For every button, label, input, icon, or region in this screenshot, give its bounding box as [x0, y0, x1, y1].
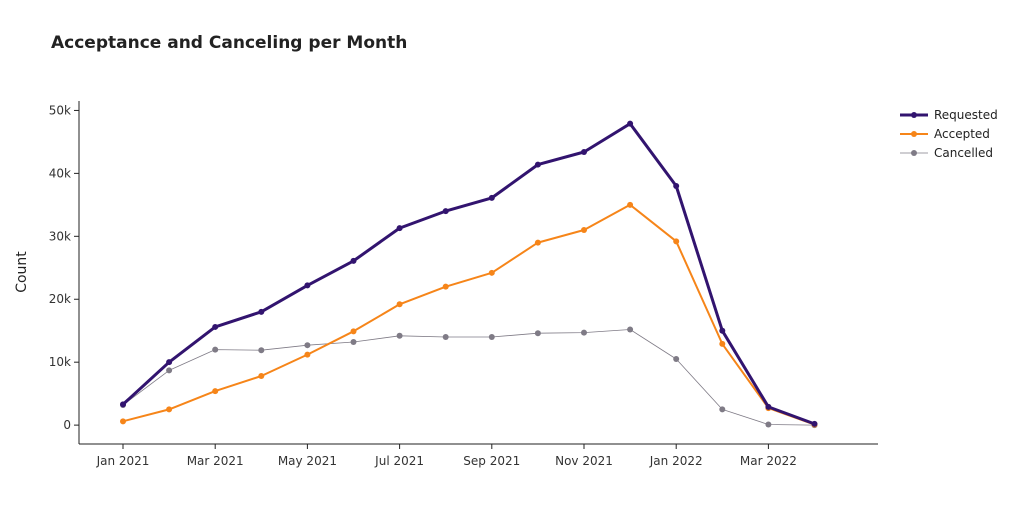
data-point: [442, 208, 449, 215]
x-tick-label: Nov 2021: [555, 454, 613, 468]
data-point: [396, 301, 403, 308]
y-axis-title: Count: [14, 251, 30, 293]
axes: [78, 101, 878, 445]
data-point: [304, 351, 311, 358]
data-point: [396, 332, 403, 339]
series-line: [122, 203, 815, 426]
y-tick-label: 40k: [49, 166, 71, 180]
legend-label: Requested: [934, 108, 998, 122]
data-point: [627, 201, 634, 208]
data-point: [166, 406, 173, 413]
series-layer: [120, 120, 818, 429]
x-tick-label: Sep 2021: [463, 454, 520, 468]
data-point: [304, 342, 311, 349]
x-tick-label: Jan 2021: [96, 454, 150, 468]
data-point: [488, 334, 495, 341]
series-cancelled: [120, 326, 818, 429]
data-point: [120, 418, 126, 425]
data-point: [627, 326, 634, 333]
data-point: [673, 356, 680, 363]
x-tick-label: May 2021: [278, 454, 337, 468]
data-point: [581, 227, 587, 234]
data-point: [212, 388, 219, 395]
series-line: [122, 329, 815, 426]
series-accepted: [120, 201, 818, 428]
y-ticks: 0 10k 20k 30k 40k 50k: [49, 103, 79, 432]
data-point: [350, 257, 357, 264]
data-point: [488, 194, 495, 201]
series-requested: [120, 120, 818, 427]
data-point: [396, 225, 403, 232]
legend-marker: [911, 131, 917, 137]
data-point: [258, 373, 265, 380]
data-point: [534, 239, 541, 246]
legend-marker: [911, 112, 917, 118]
x-tick-label: Mar 2022: [740, 454, 797, 468]
legend-label: Accepted: [934, 127, 990, 141]
data-point: [304, 282, 311, 289]
data-point: [442, 334, 449, 341]
data-point: [212, 346, 219, 353]
x-tick-label: Jul 2021: [374, 454, 424, 468]
data-point: [719, 406, 726, 413]
data-point: [719, 327, 726, 334]
data-point: [350, 328, 357, 335]
x-tick-label: Jan 2022: [649, 454, 703, 468]
legend-item-cancelled: Cancelled: [900, 146, 993, 160]
data-point: [212, 323, 219, 330]
data-point: [719, 340, 726, 347]
legend-item-requested: Requested: [900, 108, 998, 122]
data-point: [627, 120, 634, 127]
data-point: [673, 238, 680, 245]
y-tick-label: 50k: [49, 103, 71, 117]
data-point: [442, 283, 449, 290]
legend-marker: [911, 150, 917, 156]
data-point: [166, 359, 173, 366]
legend-label: Cancelled: [934, 146, 993, 160]
data-point: [166, 367, 173, 374]
y-tick-label: 0: [63, 418, 71, 432]
x-ticks: Jan 2021 Mar 2021 May 2021 Jul 2021 Sep 2021…: [96, 444, 797, 468]
data-point: [811, 420, 818, 427]
data-point: [581, 148, 587, 155]
data-point: [765, 421, 772, 428]
data-point: [350, 339, 357, 346]
chart-title: Acceptance and Canceling per Month: [51, 33, 408, 53]
series-line: [121, 122, 816, 426]
data-point: [534, 161, 541, 168]
y-tick-label: 10k: [49, 355, 71, 369]
legend: Requested Accepted Cancelled: [900, 108, 998, 160]
y-tick-label: 30k: [49, 229, 71, 243]
data-point: [488, 269, 495, 276]
legend-item-accepted: Accepted: [900, 127, 990, 141]
data-point: [534, 330, 541, 337]
data-point: [258, 308, 265, 315]
data-point: [673, 182, 680, 189]
data-point: [581, 329, 587, 336]
x-tick-label: Mar 2021: [187, 454, 244, 468]
data-point: [765, 403, 772, 410]
data-point: [120, 401, 126, 408]
data-point: [258, 347, 265, 354]
y-tick-label: 20k: [49, 292, 71, 306]
